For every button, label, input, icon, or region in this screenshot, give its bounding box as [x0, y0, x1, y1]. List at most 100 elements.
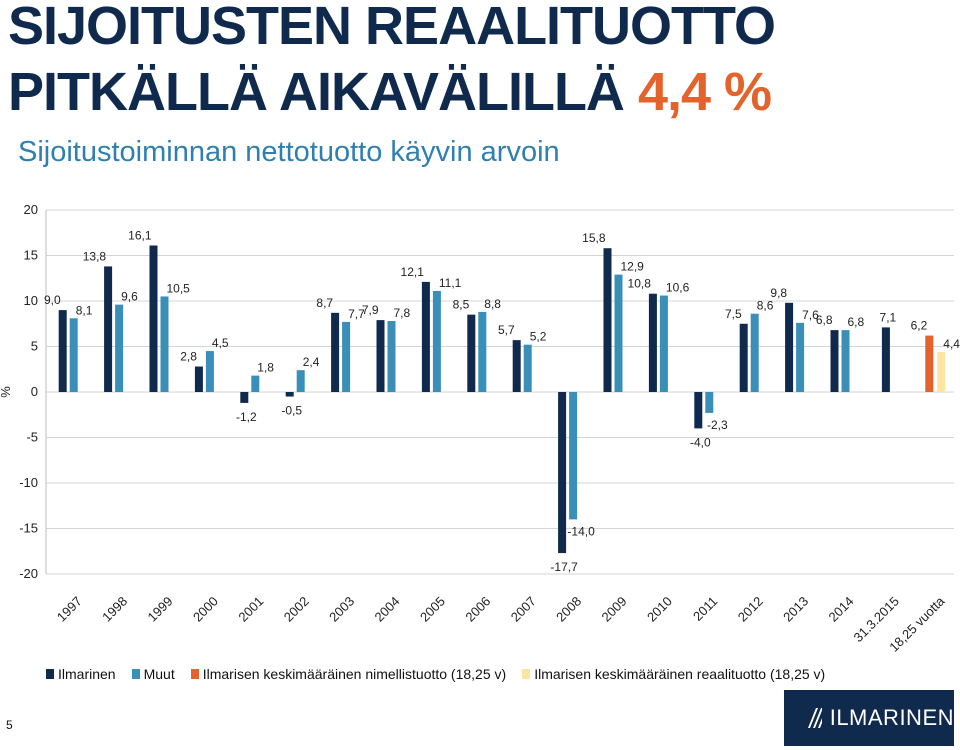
data-label: 8,5 [453, 298, 470, 312]
title-accent-value: 4,4 % [637, 62, 772, 122]
legend-label: Ilmarisen keskimääräinen nimellistuotto … [202, 666, 507, 682]
bar-2012 [750, 313, 759, 392]
data-label: 5,2 [530, 330, 547, 344]
x-tick-label: 2013 [780, 594, 811, 625]
data-label: -4,0 [690, 435, 711, 449]
legend-swatch [46, 669, 54, 679]
x-tick-label: 2014 [826, 594, 857, 625]
bar-1998 [104, 266, 113, 392]
y-tick-label: -15 [19, 521, 38, 536]
x-tick-label: 2012 [735, 594, 766, 625]
data-label: 9,6 [121, 290, 138, 304]
x-tick-label: 2000 [190, 594, 221, 625]
data-label: 8,7 [316, 296, 333, 310]
data-label: 16,1 [128, 228, 152, 242]
x-tick-label: 2005 [417, 594, 448, 625]
x-tick-label: 2011 [690, 594, 720, 624]
bar-2001 [251, 375, 260, 392]
data-label: -14,0 [567, 524, 595, 538]
data-label: 5,7 [498, 323, 515, 337]
data-label: 2,8 [180, 350, 197, 364]
page-number: 5 [6, 718, 13, 732]
bar-2006 [478, 311, 487, 392]
data-label: 2,4 [303, 355, 320, 369]
data-label: 7,6 [802, 308, 819, 322]
x-tick-label: 2004 [372, 594, 403, 625]
bar-2014 [830, 330, 839, 392]
bar-1999 [160, 296, 169, 392]
legend-item: Muut [131, 666, 175, 682]
data-label: 9,8 [770, 286, 787, 300]
x-tick-label: 2008 [553, 594, 584, 625]
bar-1997 [58, 310, 67, 392]
bar-1998 [115, 304, 124, 392]
x-tick-label: 1998 [99, 594, 130, 625]
bar-2002 [285, 392, 294, 397]
bar-2000 [205, 351, 214, 392]
logo-text: ILMARINEN [829, 705, 954, 730]
legend-label: Muut [143, 666, 175, 682]
x-tick-label: 1999 [145, 594, 176, 625]
data-label: 8,8 [484, 297, 501, 311]
x-tick-label: 2002 [281, 594, 312, 625]
bar-2010 [659, 295, 668, 392]
data-label: -0,5 [281, 404, 302, 418]
x-tick-label: 1997 [54, 594, 85, 625]
data-label: 7,8 [394, 306, 411, 320]
data-label: 11,1 [439, 276, 462, 290]
x-tick-label: 2006 [462, 594, 493, 625]
bar-2001 [240, 392, 249, 403]
bar-2010 [648, 293, 657, 392]
data-label: 8,1 [76, 303, 93, 317]
bar-2012 [739, 323, 748, 392]
legend-swatch [131, 669, 140, 679]
bar-2003 [331, 312, 340, 392]
logo-mark-icon [808, 708, 822, 728]
data-label: 1,8 [257, 361, 274, 375]
bar-2009 [603, 248, 612, 392]
legend-label: Ilmarinen [58, 666, 116, 682]
legend-item: Ilmarisen keskimääräinen reaalituotto (1… [522, 666, 825, 682]
data-label: 10,8 [628, 277, 652, 291]
data-label: 7,9 [362, 303, 379, 317]
bar-2014 [841, 330, 850, 392]
data-label: 7,1 [880, 310, 897, 324]
data-label: 6,8 [816, 313, 833, 327]
y-tick-label: 5 [31, 339, 38, 354]
x-tick-label: 2001 [235, 594, 266, 625]
data-label: -2,3 [707, 418, 728, 432]
bar-2008 [569, 392, 578, 520]
data-label: 6,8 [848, 315, 865, 329]
data-label: 12,1 [401, 265, 425, 279]
y-tick-label: 20 [24, 202, 38, 217]
legend-item: Ilmarinen [46, 666, 116, 682]
bar-2000 [194, 366, 203, 392]
data-label: 9,0 [44, 293, 61, 307]
bar-2009 [614, 274, 623, 392]
page-title-line-2: PITKÄLLÄ AIKAVÄLILLÄ 4,4 % [8, 62, 772, 122]
bar-2003 [342, 321, 351, 392]
y-tick-label: -20 [19, 566, 38, 581]
bar-18,25 vuotta [925, 335, 934, 392]
x-tick-label: 2007 [508, 594, 539, 625]
bar-2013 [796, 322, 805, 392]
data-label: 12,9 [621, 260, 645, 274]
x-tick-label: 2003 [326, 594, 357, 625]
data-label: 7,5 [725, 307, 742, 321]
legend-item: Ilmarisen keskimääräinen nimellistuotto … [190, 666, 507, 682]
data-label: 13,8 [83, 249, 107, 263]
chart-legend: Ilmarinen Muut Ilmarisen keskimääräinen ni… [46, 664, 841, 684]
legend-label: Ilmarisen keskimääräinen reaalituotto (1… [534, 666, 826, 682]
page-title: SIJOITUSTEN REAALITUOTTO [8, 0, 776, 56]
y-tick-label: 0 [31, 384, 38, 399]
legend-swatch [190, 669, 199, 679]
bar-2008 [558, 392, 567, 554]
bar-2011 [694, 392, 703, 429]
data-label: 10,5 [167, 281, 191, 295]
data-label: -1,2 [236, 410, 257, 424]
y-tick-label: 15 [24, 248, 38, 263]
bar-31.3.2015 [881, 327, 890, 392]
data-label: 4,4 [943, 337, 960, 351]
bar-18,25 vuotta [937, 351, 946, 392]
x-tick-label: 2009 [599, 594, 630, 625]
